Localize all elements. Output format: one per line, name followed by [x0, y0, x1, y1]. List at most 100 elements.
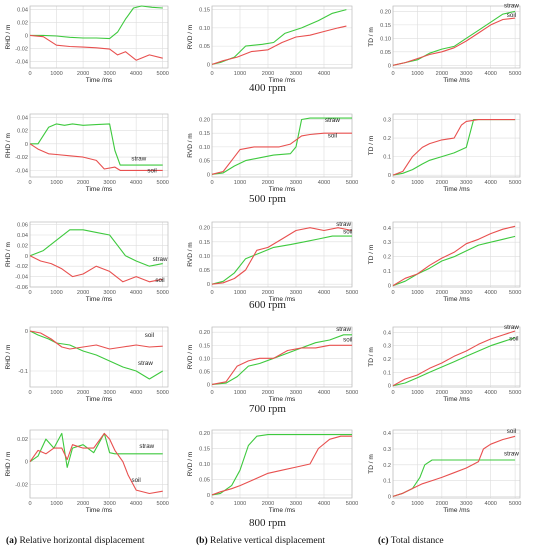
x-tick-label: 4000: [318, 71, 330, 77]
y-tick-label: -0.04: [15, 168, 28, 174]
rpm-label-400: 400 rpm: [249, 82, 286, 94]
x-tick-label: 1000: [234, 501, 246, 507]
x-axis-label: Time /ms: [443, 507, 470, 514]
y-tick-label: -0.02: [15, 155, 28, 161]
series-label-straw: straw: [504, 2, 519, 9]
caption-b: (b) Relative vertical displacement: [196, 536, 325, 546]
x-axis-label: Time /ms: [269, 296, 296, 303]
x-tick-label: 4000: [130, 180, 142, 186]
x-axis-label: Time /ms: [86, 186, 113, 193]
y-tick-label: 0.1: [383, 479, 391, 485]
caption-c-letter: (c): [378, 536, 389, 546]
series-line-straw: [211, 235, 352, 285]
series-line-straw: [211, 334, 352, 385]
y-tick-label: 0.10: [199, 356, 210, 362]
x-tick-label: 3000: [460, 290, 472, 296]
y-tick-label: 0.05: [199, 477, 210, 483]
y-tick-label: 0.10: [199, 254, 210, 260]
x-axis-label: Time /ms: [443, 77, 470, 84]
series-line-soil: [29, 255, 163, 283]
series-label-soil: soil: [509, 335, 518, 342]
x-tick-label: 2000: [262, 290, 274, 296]
x-tick-label: 4000: [484, 290, 496, 296]
x-tick-label: 3000: [290, 501, 302, 507]
chart-panel-2-0: 0 1000 2000 3000 4000 5000 -0.06 -0.04 -0.02 0 0.0…: [5, 221, 169, 303]
x-tick-label: 2000: [262, 390, 274, 396]
x-tick-label: 1000: [411, 180, 423, 186]
x-tick-label: 2000: [262, 71, 274, 77]
x-tick-label: 3000: [460, 180, 472, 186]
chart-panel-0-0: 0 1000 2000 3000 4000 5000 -0.04 -0.02 0 0.02 0.04…: [5, 5, 169, 84]
y-tick-label: -0.06: [15, 285, 28, 291]
series-line-soil: [29, 432, 163, 495]
plot-frame: [29, 113, 169, 178]
y-axis-label: RVD / m: [187, 452, 194, 476]
x-tick-label: 4000: [484, 71, 496, 77]
chart-panel-0-1: 0 1000 2000 3000 4000 0 0.05 0.10 0.15 Time /ms RV…: [187, 5, 353, 84]
y-tick-label: 0.1: [383, 155, 391, 161]
chart-panel-2-1: 0 1000 2000 3000 4000 5000 0 0.05 0.10 0.15 0.20 Ti…: [187, 221, 358, 303]
x-tick-label: 0: [391, 180, 394, 186]
x-tick-label: 5000: [156, 180, 168, 186]
series-label-straw: straw: [153, 256, 168, 263]
x-tick-label: 3000: [103, 290, 115, 296]
series-line-straw: [29, 229, 163, 267]
series-label-soil: soil: [328, 132, 337, 139]
series-label-soil: soil: [343, 336, 352, 343]
y-axis-label: TD / m: [368, 347, 375, 367]
y-tick-label: 0.10: [199, 145, 210, 151]
x-tick-label: 1000: [234, 180, 246, 186]
series-line-straw: [29, 330, 163, 380]
x-axis-label: Time /ms: [86, 77, 113, 84]
series-line-straw: [392, 459, 516, 497]
series-line-soil: [211, 435, 352, 496]
x-tick-label: 2000: [436, 71, 448, 77]
x-tick-label: 1000: [50, 71, 62, 77]
y-tick-label: 0.3: [383, 118, 391, 124]
series-line-straw: [392, 337, 516, 387]
y-axis-label: RVD / m: [187, 242, 194, 266]
series-line-straw: [30, 123, 163, 166]
x-tick-label: 1000: [234, 390, 246, 396]
plot-frame: [29, 429, 169, 499]
x-tick-label: 3000: [103, 180, 115, 186]
plot-frame: [29, 5, 169, 69]
y-tick-label: 0.15: [199, 240, 210, 246]
rpm-label-500: 500 rpm: [249, 193, 286, 205]
y-tick-label: -0.1: [18, 369, 28, 375]
y-tick-label: 0.15: [199, 343, 210, 349]
y-tick-label: 0.1: [383, 370, 391, 376]
series-label-soil: soil: [343, 228, 352, 235]
x-axis-label: Time /ms: [443, 296, 470, 303]
chart-panel-4-0: 0 1000 2000 3000 4000 5000 -0.02 0 0.02 Time /ms R…: [5, 429, 169, 514]
caption-a-text: Relative horizontal displacement: [19, 536, 145, 546]
y-axis-label: TD / m: [368, 245, 375, 265]
y-tick-label: 0.10: [199, 462, 210, 468]
x-tick-label: 5000: [509, 501, 521, 507]
x-tick-label: 1000: [234, 71, 246, 77]
y-tick-label: 0.20: [380, 9, 391, 15]
y-tick-label: 0.10: [199, 26, 210, 32]
chart-panel-4-2: 0 1000 2000 3000 4000 5000 0 0.1 0.2 0.3 0.4 Time /…: [368, 428, 521, 514]
x-tick-label: 1000: [50, 180, 62, 186]
x-tick-label: 0: [28, 180, 31, 186]
plot-frame: [211, 221, 353, 288]
y-tick-label: 0.4: [383, 431, 391, 437]
y-axis-label: TD / m: [368, 136, 375, 156]
x-axis-label: Time /ms: [443, 396, 470, 403]
x-tick-label: 3000: [460, 390, 472, 396]
series-line-soil: [211, 132, 352, 175]
x-tick-label: 0: [391, 390, 394, 396]
plot-frame: [392, 326, 521, 388]
x-tick-label: 4000: [318, 290, 330, 296]
rpm-label-700: 700 rpm: [249, 403, 286, 415]
plot-frame: [211, 326, 353, 388]
plot-frame: [211, 113, 353, 178]
x-tick-label: 2000: [77, 390, 89, 396]
y-tick-label: 0.2: [383, 255, 391, 261]
x-tick-label: 0: [391, 501, 394, 507]
y-tick-label: 0.2: [383, 357, 391, 363]
x-axis-label: Time /ms: [269, 507, 296, 514]
plot-frame: [392, 221, 521, 288]
